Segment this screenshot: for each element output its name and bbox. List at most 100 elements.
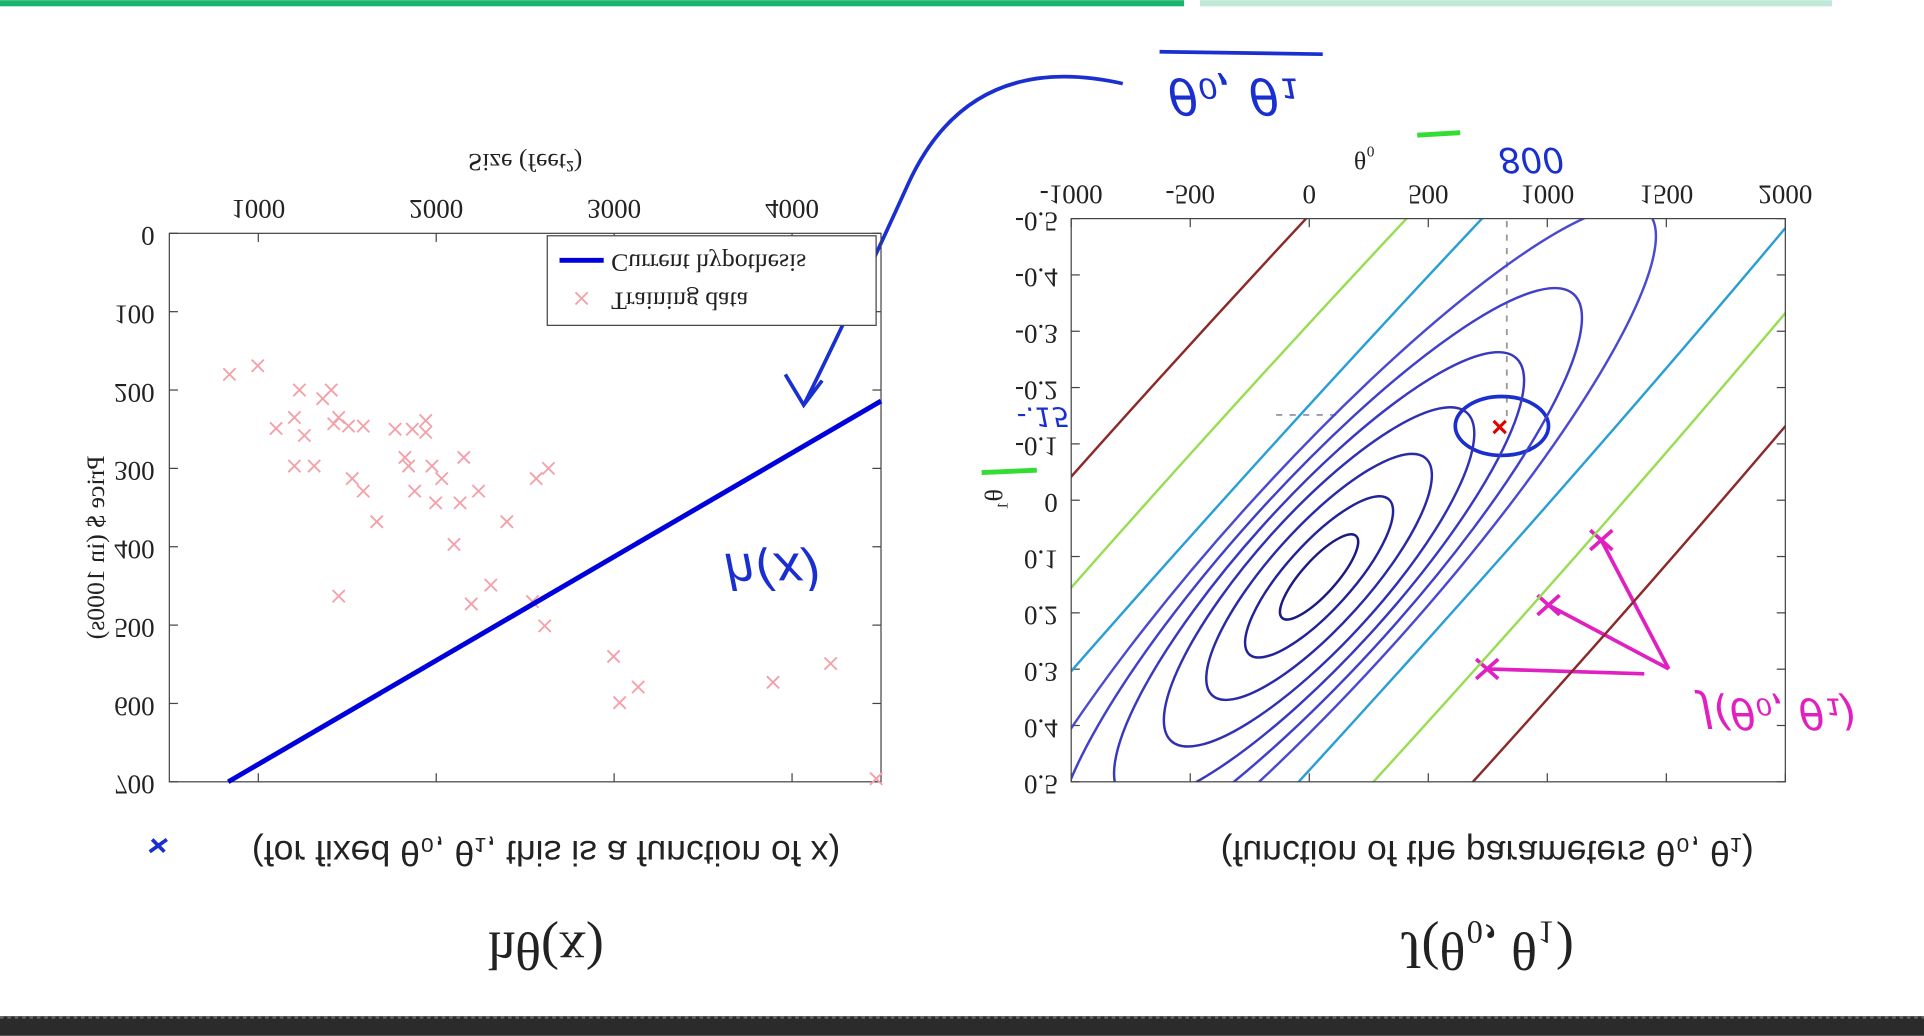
point (453, 496, 467, 510)
progress-played (0, 0, 1185, 7)
point (869, 771, 883, 786)
hypothesis-line (226, 398, 883, 784)
y-tick-label: 200 (114, 378, 154, 408)
handwritten-note: J(θ₀, θ₁) (1694, 688, 1857, 737)
y-axis-label: Price $ (in 1000s) (81, 456, 110, 640)
y-tick-label: -0.4 (1015, 263, 1058, 293)
point (418, 425, 433, 440)
point (356, 419, 371, 433)
player-bar (0, 1016, 1924, 1036)
progress-buffered (1200, 0, 1832, 7)
point (356, 484, 371, 498)
handwritten-note: 800 (1499, 139, 1565, 179)
point (471, 484, 486, 498)
contour-line (1162, 406, 1476, 748)
hand-overline (1159, 49, 1323, 57)
hand-arrow (783, 74, 1124, 409)
contour-line (1243, 495, 1395, 659)
contour-line (1205, 452, 1434, 702)
chart-subtitle: (for fixed θ₀, θ₁, this is a function of… (252, 833, 840, 873)
hand-underline (981, 467, 1037, 476)
x-axis-label: Size (feet²) (468, 148, 582, 177)
point (606, 649, 621, 664)
y-tick-label: -0.1 (1015, 432, 1058, 462)
x-tick-label: 500 (1408, 179, 1448, 209)
y-tick-label: 0.3 (1024, 657, 1058, 687)
hand-mark (148, 837, 168, 854)
point (541, 461, 556, 476)
y-tick-label: 300 (114, 456, 154, 486)
hand-arrows (1474, 528, 1671, 681)
point (269, 421, 283, 436)
point (405, 422, 420, 437)
point (222, 367, 237, 382)
point (612, 695, 627, 710)
x-tick-label: -1000 (1040, 179, 1103, 209)
y-axis-label: θ₁ (979, 489, 1008, 510)
point (324, 383, 339, 397)
point (388, 422, 402, 437)
y-tick-label: 0 (141, 221, 155, 251)
contour-line (1071, 286, 1584, 782)
point (287, 459, 302, 473)
legend-label: Training data (611, 286, 749, 315)
point (823, 656, 838, 671)
contour-line (1071, 218, 1786, 782)
point (287, 410, 302, 425)
y-tick-label: -0.2 (1015, 375, 1058, 405)
point (484, 578, 498, 592)
y-tick-label: 700 (114, 770, 154, 800)
x-tick-label: 4000 (765, 194, 819, 224)
x-tick-label: 3000 (587, 194, 641, 224)
chart-subtitle: (function of the parameters θ₀, θ₁) (1221, 833, 1754, 873)
point (434, 471, 449, 486)
handwritten-note: θ₀, θ₁ (1168, 67, 1299, 125)
y-tick-label: 0.1 (1024, 544, 1058, 574)
point (529, 471, 543, 486)
y-tick-label: -0.5 (1015, 206, 1058, 236)
y-tick-label: 400 (114, 535, 154, 565)
y-tick-label: 0 (1044, 488, 1058, 518)
contour-line (1071, 218, 1658, 782)
chart-title: J(θ₀, θ₁) (1401, 921, 1574, 981)
x-tick-label: 0 (1303, 179, 1317, 209)
y-tick-label: -0.3 (1015, 319, 1058, 349)
point (407, 484, 422, 498)
x-tick-label: -500 (1165, 179, 1214, 209)
point (398, 450, 412, 465)
point (345, 471, 360, 486)
point (457, 450, 471, 465)
x-tick-label: 1500 (1639, 179, 1693, 209)
point (292, 383, 307, 397)
contour-line (1112, 350, 1526, 782)
legend-swatch (574, 291, 589, 306)
x-tick-label: 2000 (1758, 179, 1812, 209)
plot-frame (1070, 217, 1786, 783)
x-axis-label: θ₀ (1354, 145, 1375, 174)
point (766, 675, 780, 690)
point (428, 496, 443, 510)
point (631, 680, 645, 694)
point (250, 358, 265, 373)
point (307, 459, 321, 473)
y-tick-label: 0.2 (1024, 601, 1058, 631)
chart-title: hθ(x) (488, 921, 604, 981)
y-tick-label: 0.5 (1024, 770, 1058, 800)
y-tick-label: 100 (114, 299, 154, 329)
x-tick-label: 1000 (231, 194, 285, 224)
point (370, 514, 384, 529)
legend-label: Current hypothesis (611, 248, 806, 277)
legend-box (546, 235, 877, 326)
y-tick-label: 600 (114, 691, 154, 721)
hand-underline (1417, 130, 1461, 138)
contour-line (1071, 218, 1786, 782)
contour-line (1278, 533, 1360, 621)
hand-circle (1453, 394, 1551, 458)
point (341, 419, 356, 433)
point (425, 459, 439, 473)
point (401, 459, 416, 473)
